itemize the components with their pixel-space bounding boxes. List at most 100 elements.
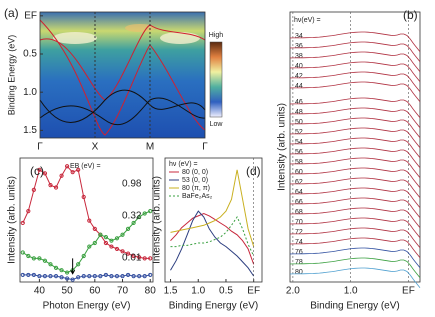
legend-entry: 80 (π, π) [182,185,210,192]
hv-label: 52 [295,129,303,136]
hv-label: 58 [295,159,303,166]
edc-curve [289,267,421,289]
hv-label: 78 [295,259,303,266]
data-point [59,275,64,280]
edc-curve [289,71,421,93]
x-tick-label: M [146,142,154,153]
data-point [92,273,97,279]
legend-entry: 80 (0, 0) [182,169,208,176]
hv-label: 38 [295,53,303,60]
edc-curve [289,227,421,249]
data-point [137,255,142,260]
data-point [42,258,48,263]
edc-curve [289,137,421,159]
data-point [37,256,42,261]
x-tick-label: 1.5 [164,286,178,297]
band-curve [39,24,206,101]
x-tick-label: Γ [37,142,43,153]
data-point [131,273,136,279]
series-line [22,274,151,281]
data-point [109,238,114,243]
data-point [142,273,147,279]
edc-curve [289,127,421,149]
data-point [114,246,120,252]
y-tick-label: 1.0 [23,87,37,98]
data-point [92,226,97,231]
data-point [20,220,25,226]
series-line [170,215,255,257]
hv-label: 46 [295,99,303,106]
data-point [65,276,70,281]
x-tick-label: 60 [89,286,101,297]
legend-title: hν(eV) = [294,17,321,24]
edc-curve [289,61,421,83]
y-axis-label: Binding Energy (eV) [6,35,16,116]
panel-label: (b) [403,8,418,22]
data-point [26,272,31,278]
band-curve [39,97,206,126]
hv-label: 68 [295,209,303,216]
hv-label: 74 [295,239,303,246]
data-point [131,220,136,226]
edc-curve [289,217,421,239]
plot-frame [39,11,206,139]
intensity-spot [125,24,155,32]
data-point [37,273,42,279]
intensity-spot [53,32,97,44]
edc-curve [289,147,421,169]
series-line [170,212,255,265]
edc-curve [289,177,421,199]
panel-label: (c) [30,164,44,178]
data-point [125,226,131,231]
colorbar [209,41,223,118]
data-point [109,273,114,279]
edc-curve [289,187,421,209]
hv-label: 36 [295,43,303,50]
data-point [103,235,108,240]
data-point [114,236,120,241]
series-line [170,169,255,247]
data-point [76,167,81,172]
hv-label: 80 [295,269,303,276]
data-point [137,214,142,220]
data-point [125,251,131,256]
colorbar-label: Low [210,121,224,128]
edc-curve [289,247,421,269]
data-point [37,167,42,172]
data-point [131,253,136,259]
data-point [125,272,131,278]
series-line [22,165,151,259]
data-point [81,253,86,259]
edc-curve [289,207,421,229]
data-point [142,211,147,216]
edc-curve [289,167,421,189]
data-point [137,273,142,279]
edc-curve [289,117,421,139]
y-axis-label: Intensity (arb. units) [152,176,163,264]
edc-curve [289,197,421,219]
panel-label: (d) [246,164,261,178]
data-point [31,256,36,261]
data-point [98,273,103,279]
hv-label: 44 [295,83,303,90]
x-tick-label: EF [402,286,415,297]
data-point [87,273,92,279]
data-point [81,273,86,279]
x-tick-label: EF [247,286,260,297]
data-point [26,253,31,259]
legend-title: hν (eV) = [169,161,198,168]
edc-curve [289,107,421,129]
legend-title: EB (eV) = [70,163,101,170]
data-point [31,272,36,278]
band-curve [39,89,206,123]
data-point [76,275,81,280]
hv-label: 34 [295,33,303,40]
edc-curve [289,51,421,73]
data-point [53,185,59,190]
data-point [42,171,48,176]
data-point [120,249,125,254]
data-point [31,187,36,192]
y-tick-label: EF [24,10,37,21]
plot-frame [289,11,421,283]
